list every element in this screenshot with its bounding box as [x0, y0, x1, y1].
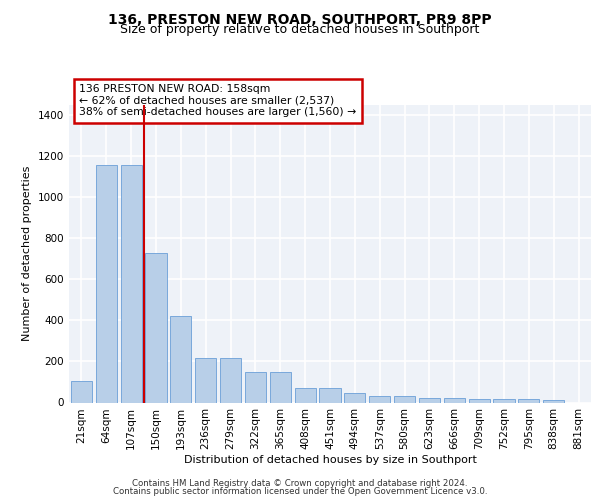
Text: Contains public sector information licensed under the Open Government Licence v3: Contains public sector information licen… [113, 487, 487, 496]
Bar [369, 396, 390, 402]
Text: 136 PRESTON NEW ROAD: 158sqm
← 62% of detached houses are smaller (2,537)
38% of: 136 PRESTON NEW ROAD: 158sqm ← 62% of de… [79, 84, 356, 117]
Bar [71, 382, 92, 402]
Bar [121, 164, 142, 402]
Bar [145, 252, 167, 402]
Bar [419, 398, 440, 402]
Bar [469, 400, 490, 402]
Bar [295, 388, 316, 402]
Bar [543, 400, 564, 402]
Text: Contains HM Land Registry data © Crown copyright and database right 2024.: Contains HM Land Registry data © Crown c… [132, 478, 468, 488]
Bar [96, 164, 117, 402]
Text: Size of property relative to detached houses in Southport: Size of property relative to detached ho… [121, 22, 479, 36]
Bar [493, 400, 515, 402]
Text: 136, PRESTON NEW ROAD, SOUTHPORT, PR9 8PP: 136, PRESTON NEW ROAD, SOUTHPORT, PR9 8P… [108, 12, 492, 26]
Bar [270, 372, 291, 402]
Bar [220, 358, 241, 403]
Bar [195, 358, 216, 403]
Bar [170, 316, 191, 402]
Bar [319, 388, 341, 402]
Bar [245, 372, 266, 402]
X-axis label: Distribution of detached houses by size in Southport: Distribution of detached houses by size … [184, 455, 476, 465]
Bar [518, 400, 539, 402]
Bar [344, 392, 365, 402]
Bar [444, 398, 465, 402]
Y-axis label: Number of detached properties: Number of detached properties [22, 166, 32, 342]
Bar [394, 396, 415, 402]
